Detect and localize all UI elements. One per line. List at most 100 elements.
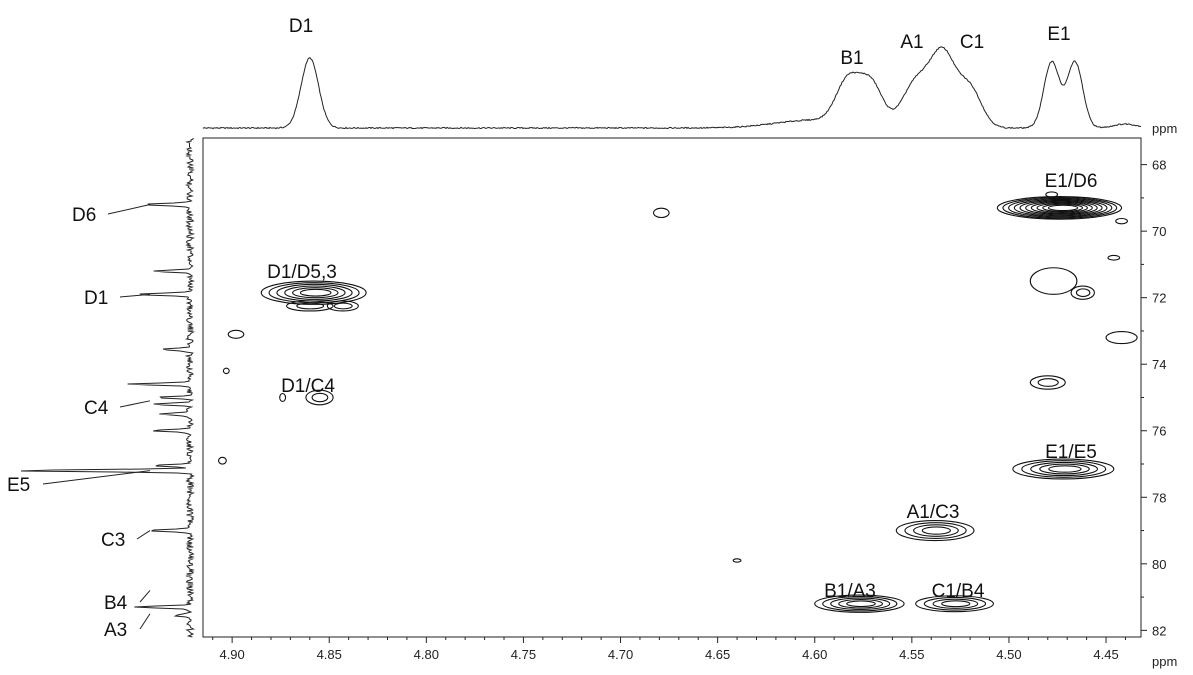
contour-line [941,600,971,608]
contour-line [732,558,742,563]
left-peak-label: A3 [104,620,127,641]
x-tick-label: 4.75 [511,647,536,662]
left-peak-leader [136,530,151,540]
y-tick-label: 70 [1152,224,1166,239]
cross-peak-label: D1/D5,3 [267,262,337,283]
contour-line [1012,458,1115,480]
y-tick-label: 76 [1152,424,1166,439]
left-peak-label: E5 [7,475,30,496]
contour-line [1107,254,1121,261]
top-peak-label: C1 [960,32,984,53]
y-tick-label: 78 [1152,490,1166,505]
contour-line [1008,197,1113,218]
x-tick-label: 4.90 [219,647,244,662]
contour-line [326,300,359,312]
left-peak-leader [119,293,151,298]
contour-line [1048,465,1082,473]
contour-line [1115,217,1128,225]
contour-line [1019,199,1103,216]
contour-line [1030,201,1093,214]
cross-peak-label: E1/D6 [1045,171,1098,192]
contour-line [1002,196,1118,219]
plot-frame [202,137,1142,638]
contour-line [822,596,898,612]
contour-line [1070,285,1095,300]
x-tick-label: 4.70 [608,647,633,662]
left-peak-leader [139,613,151,630]
y-axis-unit: ppm [1152,121,1177,136]
top-projection-trace [202,46,1142,130]
contour-line [1075,288,1091,298]
left-peak-leader [107,204,151,215]
left-peak-labels: D6 D1 C4 E5 C3 B4 A3 [7,204,151,641]
contour-line [1037,378,1059,387]
contour-line [1039,463,1090,475]
cross-peak-label: C1/B4 [932,581,985,602]
contour-line [1029,267,1078,295]
contour-line [1047,204,1079,212]
contour-line [1036,202,1088,213]
left-peak-label: B4 [104,593,128,614]
x-tick-label: 4.55 [899,647,924,662]
contour-line [1013,198,1108,217]
contour-line [653,207,670,219]
contour-line [227,329,245,339]
left-peak-label: C3 [101,530,125,551]
left-peak-label: C4 [84,398,109,419]
x-tick-label: 4.60 [802,647,827,662]
x-tick-label: 4.45 [1093,647,1118,662]
y-tick-label: 82 [1152,623,1166,638]
contour-line [333,302,353,310]
cross-peak-label: A1/C3 [907,502,960,523]
top-peak-label: B1 [840,48,863,69]
cross-peak-label: B1/A3 [824,581,876,602]
top-peak-label: D1 [289,16,313,37]
x-tick-label: 4.65 [705,647,730,662]
left-peak-leader [119,400,151,408]
contour-line [830,597,891,610]
top-peak-label: E1 [1047,24,1070,45]
cross-peak-label: D1/C4 [281,376,335,397]
x-tick-label: 4.80 [414,647,439,662]
contour-line [1025,200,1098,215]
contour-line [996,195,1123,220]
left-peak-label: D1 [84,288,108,309]
x-tick-label: 4.85 [317,647,342,662]
x-tick-label: 4.50 [996,647,1021,662]
top-peak-labels: D1 B1 A1 C1 E1 [289,16,1071,69]
left-projection-trace [20,137,196,638]
y-tick-label: 72 [1152,291,1166,306]
contour-line [1045,191,1059,198]
contour-line [1042,203,1084,213]
contour-line [217,456,227,465]
contour-line [260,280,367,305]
contour-line [932,598,979,609]
y-axis: 68 70 72 74 76 78 80 82 [1141,158,1166,638]
y-tick-label: 68 [1152,158,1166,173]
top-projection-spectrum [202,46,1142,130]
contour-line [904,522,967,539]
contour-line [1021,460,1107,478]
contour-line [838,598,884,609]
left-peak-leader [42,470,151,485]
contour-line [1029,375,1066,390]
contour-line [923,596,987,611]
contour-line [285,300,334,312]
cross-peak-labels: D1/D5,3 D1/C4 E1/D6 E1/E5 A1/C3 B1/A3 C1/B4 [267,171,1097,602]
left-peak-leader [139,590,151,603]
contour-line [292,287,339,299]
contour-line [913,524,959,537]
contour-line [305,389,334,406]
contour-line [284,285,346,300]
top-peak-label: A1 [900,32,923,53]
contour-line [222,367,230,375]
y-tick-label: 74 [1152,357,1166,372]
contour-line [299,288,332,297]
contour-line [921,526,951,535]
contour-line [311,392,329,403]
x-axis: 4.90 4.85 4.80 4.75 4.70 4.65 4.60 4.55 4.50 4.45 [212,637,1126,662]
contour-line [846,600,876,608]
contour-line [279,392,287,403]
